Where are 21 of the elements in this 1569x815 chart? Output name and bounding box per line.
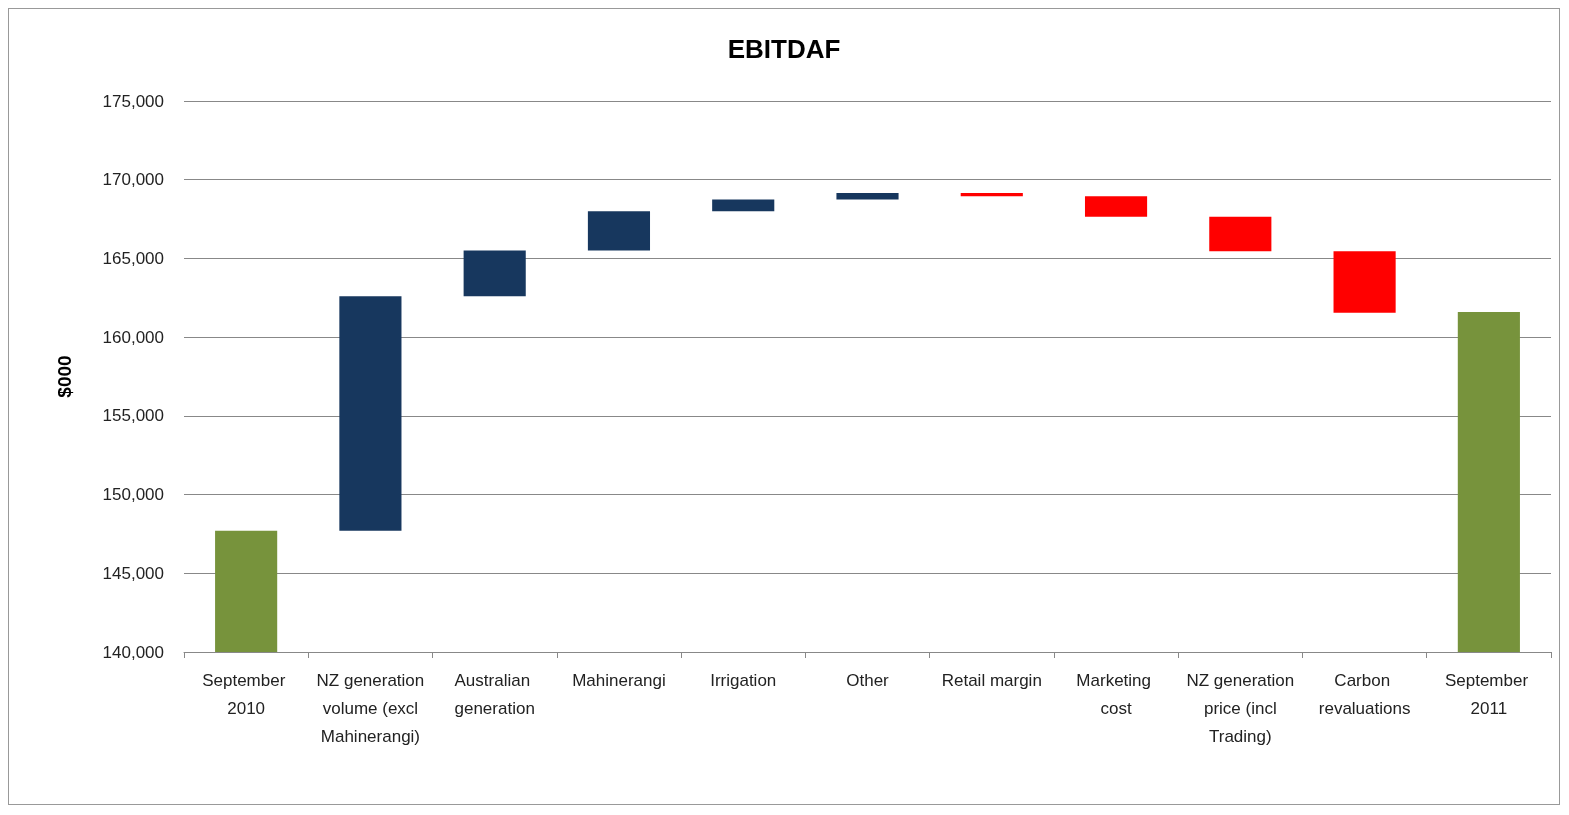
x-tick-label: Other: [846, 670, 890, 690]
chart-title: EBITDAF: [727, 34, 841, 64]
x-tick-label: Australian generation: [454, 670, 535, 718]
y-tick-label: 145,000: [102, 563, 164, 583]
y-tick-label: 160,000: [102, 327, 164, 347]
x-tick-label: Marketing cost: [1076, 670, 1156, 718]
x-tick-label: Mahinerangi: [572, 670, 666, 690]
y-tick-label: 140,000: [102, 642, 164, 662]
y-tick-label: 175,000: [102, 91, 164, 111]
y-tick-label: 150,000: [102, 485, 164, 505]
y-tick-label: 155,000: [102, 406, 164, 426]
x-tick-label: NZ generation volume (excl Mahinerangi): [316, 670, 425, 746]
x-tick-label: Carbon revaluations: [1318, 670, 1411, 718]
x-tick-label: Irrigation: [710, 670, 777, 690]
x-tick-label: NZ generation price (incl Trading): [1186, 670, 1295, 746]
y-axis-title: $000: [54, 355, 75, 398]
x-tick-label: Retail margin: [941, 670, 1042, 690]
y-tick-label: 170,000: [102, 170, 164, 190]
x-tick-label: September 2011: [1444, 670, 1533, 718]
y-tick-label: 165,000: [102, 248, 164, 268]
x-tick-label: September 2010: [202, 670, 291, 718]
